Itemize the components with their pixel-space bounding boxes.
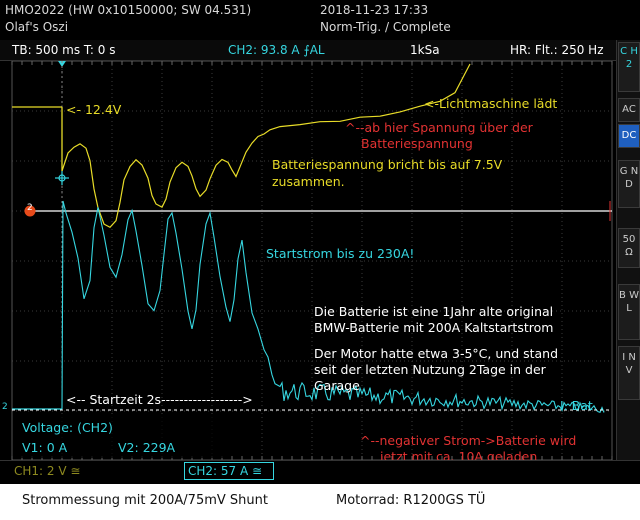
channel-readout[interactable]: CH2: 93.8 A ⨍AL (228, 43, 325, 57)
above-battery-annotation-2: Batteriespannung (361, 136, 473, 151)
cursor-crosshair[interactable] (55, 171, 69, 185)
ch2-level-marker[interactable] (24, 205, 36, 217)
gnd-button[interactable]: G N D (618, 160, 640, 208)
resolution-readout[interactable]: HR: Flt.: 250 Hz (510, 43, 604, 57)
trigger-position-marker[interactable] (58, 61, 66, 67)
negative-current-annotation-1: ^--negativer Strom->Batterie wird (360, 433, 577, 448)
datetime: 2018-11-23 17:33 (320, 3, 429, 17)
motor-info-3: Garage (314, 378, 360, 393)
battery-marker-label: I. Bat (560, 398, 593, 413)
ch2-level-marker-label: 2 (27, 203, 33, 213)
voltage-start-annotation: <- 12.4V (66, 102, 122, 117)
measurement-title: Voltage: (CH2) (22, 420, 113, 435)
ch2-setting: CH2: 57 A ≅ (188, 464, 263, 478)
voltage-collapse-annotation-2: zusammen. (272, 174, 345, 189)
start-current-annotation: Startstrom bis zu 230A! (266, 246, 415, 261)
trigger-status: Norm-Trig. / Complete (320, 20, 451, 34)
ch2-setting-box[interactable] (184, 462, 274, 480)
coupling-dc-button[interactable]: DC (618, 124, 640, 148)
inv-button[interactable]: I N V (618, 346, 640, 400)
measurement-panel[interactable] (16, 416, 226, 458)
title-bar: HMO2022 (HW 0x10150000; SW 04.531) Olaf'… (0, 0, 640, 40)
coupling-ac-button[interactable]: AC (618, 98, 640, 122)
motorcycle-caption: Motorrad: R1200GS TÜ (336, 493, 486, 508)
ch1-voltage-trace (61, 63, 471, 229)
start-time-annotation: <-- Startzeit 2s------------------> (66, 392, 253, 407)
channel-tab[interactable]: C H 2 (618, 42, 640, 92)
channel-bar (0, 460, 640, 485)
samplerate-readout[interactable]: 1kSa (410, 43, 440, 57)
footer-caption (0, 484, 640, 520)
shunt-caption: Strommessung mit 200A/75mV Shunt (22, 493, 268, 508)
measurement-v1: V1: 0 A (22, 440, 68, 455)
ch1-setting[interactable]: CH1: 2 V ≅ (14, 464, 81, 478)
motor-info-1: Der Motor hatte etwa 3-5°C, und stand (314, 346, 559, 361)
impedance-50-button[interactable]: 50 Ω (618, 228, 640, 268)
above-battery-annotation-1: ^--ab hier Spannung über der (345, 120, 533, 135)
waveform-display[interactable] (0, 61, 616, 460)
measurement-v2: V2: 229A (118, 440, 176, 455)
battery-info-1: Die Batterie ist eine 1Jahr alte origina… (314, 304, 554, 319)
ch2-ground-marker-label: 2 (2, 402, 8, 412)
scope-title: Olaf's Oszi (5, 20, 69, 34)
timebase-readout[interactable]: TB: 500 ms T: 0 s (12, 43, 116, 57)
bwl-button[interactable]: B W L (618, 284, 640, 340)
device-info: HMO2022 (HW 0x10150000; SW 04.531) (5, 3, 252, 17)
ch2-current-trace (61, 200, 605, 413)
battery-info-2: BMW-Batterie mit 200A Kaltstartstrom (314, 320, 554, 335)
voltage-collapse-annotation-1: Batteriespannung bricht bis auf 7.5V (272, 157, 503, 172)
motor-info-2: seit der letzten Nutzung 2Tage in der (314, 362, 546, 377)
alternator-annotation: <-Lichtmaschine lädt (424, 96, 558, 111)
channel-side-panel: C H 2 AC DC G N D 50 Ω B W L I N V (616, 40, 640, 460)
